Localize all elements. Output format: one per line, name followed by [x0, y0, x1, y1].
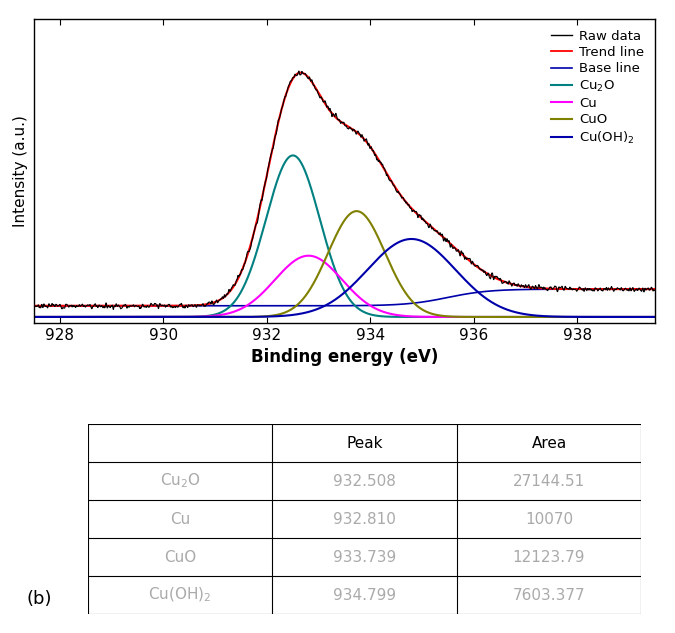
X-axis label: Binding energy (eV): Binding energy (eV) — [250, 348, 438, 367]
Text: Cu: Cu — [170, 511, 190, 527]
Text: Cu$_2$O: Cu$_2$O — [159, 472, 200, 491]
Text: 12123.79: 12123.79 — [513, 549, 585, 565]
Text: Cu(OH)$_2$: Cu(OH)$_2$ — [148, 586, 212, 605]
Text: 7603.377: 7603.377 — [513, 587, 585, 603]
Text: 932.810: 932.810 — [333, 511, 396, 527]
Text: 27144.51: 27144.51 — [513, 473, 585, 489]
Text: 932.508: 932.508 — [333, 473, 396, 489]
Text: (b): (b) — [27, 590, 53, 608]
Text: Peak: Peak — [346, 436, 383, 451]
Legend: Raw data, Trend line, Base line, Cu$_2$O, Cu, CuO, Cu(OH)$_2$: Raw data, Trend line, Base line, Cu$_2$O… — [547, 25, 648, 149]
Text: 934.799: 934.799 — [333, 587, 396, 603]
Text: CuO: CuO — [164, 549, 196, 565]
Text: 933.739: 933.739 — [333, 549, 396, 565]
Text: 10070: 10070 — [525, 511, 573, 527]
Text: Area: Area — [531, 436, 566, 451]
Y-axis label: Intensity (a.u.): Intensity (a.u.) — [14, 115, 28, 227]
